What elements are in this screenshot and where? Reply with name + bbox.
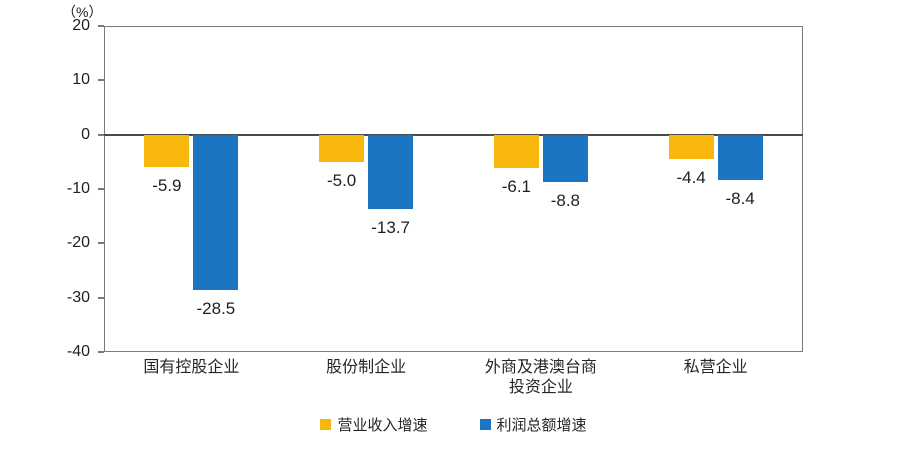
bar-value-label: -28.5: [196, 298, 236, 318]
y-tick-mark: [98, 242, 104, 245]
bar-value-label: -13.7: [371, 218, 410, 238]
chart-legend: 营业收入增速 利润总额增速: [104, 414, 803, 435]
y-tick-mark: [98, 351, 104, 353]
profit-growth-bar: [193, 134, 239, 290]
y-tick-mark: [98, 25, 104, 27]
profit-growth-bar: [717, 134, 763, 181]
legend-label: 利润总额增速: [496, 417, 587, 434]
bar-value-label: -5.9: [152, 175, 182, 195]
bar-value-label: -6.1: [501, 176, 532, 196]
y-tick-mark: [98, 188, 104, 190]
legend-swatch: [479, 419, 491, 430]
bar-value-label: -4.4: [676, 167, 706, 187]
category-label: 股份制企业: [326, 359, 407, 376]
revenue-growth-bar: [319, 134, 365, 162]
revenue-growth-bar: [493, 134, 539, 168]
legend-item: 营业收入增速: [320, 414, 428, 435]
y-axis-unit-label: （%）: [62, 4, 103, 20]
category-label: 外商及港澳台商 投资企业: [484, 359, 597, 396]
profit-growth-bar: [368, 134, 414, 210]
y-tick-label: -20: [66, 234, 90, 252]
profit-growth-bar: [542, 134, 588, 183]
y-tick-label: -40: [66, 343, 90, 360]
zero-axis-line: [104, 133, 803, 136]
legend-label: 营业收入增速: [337, 417, 428, 434]
revenue-growth-bar: [668, 134, 714, 159]
revenue-growth-bar: [144, 134, 190, 167]
y-tick-label: 10: [72, 71, 90, 89]
bar-value-label: -5.0: [326, 170, 357, 190]
y-tick-mark: [98, 296, 104, 299]
y-tick-label: -30: [66, 288, 90, 306]
y-tick-label: 20: [72, 17, 90, 34]
category-label: 私营企业: [683, 359, 748, 376]
bar-value-label: -8.8: [550, 191, 581, 211]
legend-item: 利润总额增速: [479, 414, 587, 435]
category-label: 国有控股企业: [143, 359, 240, 376]
legend-swatch: [320, 419, 332, 430]
bar-value-label: -8.4: [725, 189, 755, 209]
y-tick-label: 0: [81, 125, 90, 143]
y-tick-mark: [98, 79, 104, 82]
y-tick-label: -10: [66, 180, 90, 197]
y-tick-mark: [98, 133, 104, 136]
